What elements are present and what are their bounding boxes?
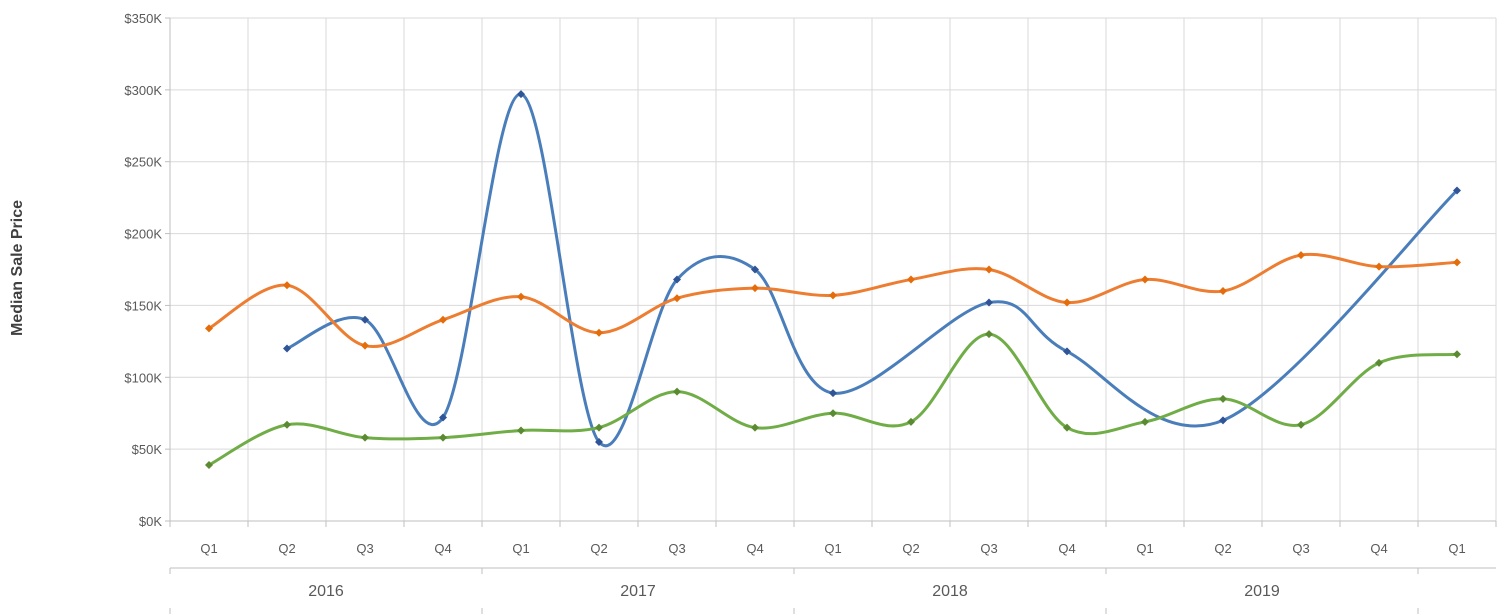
y-tick-label: $200K [124,227,162,242]
data-point-marker [439,315,447,324]
y-tick-label: $350K [124,11,162,26]
x-tick-label: Q4 [434,541,451,556]
x-tick-label: Q1 [512,541,529,556]
data-point-marker [1219,394,1227,403]
data-point-marker [205,324,213,333]
data-point-marker [1141,275,1149,284]
y-tick-label: $300K [124,83,162,98]
data-point-marker [517,90,525,99]
x-tick-label: Q4 [1058,541,1075,556]
y-tick-label: $150K [124,298,162,313]
data-point-marker [517,292,525,301]
y-tick-label: $50K [132,442,163,457]
data-point-marker [1453,186,1461,195]
data-point-marker [751,265,759,274]
year-label: 2019 [1244,583,1280,600]
y-axis-title: Median Sale Price [9,200,26,336]
data-point-marker [1141,417,1149,426]
x-tick-label: Q1 [824,541,841,556]
x-tick-label: Q3 [980,541,997,556]
data-point-marker [673,275,681,284]
data-point-marker [1219,287,1227,296]
data-point-marker [283,281,291,290]
data-point-marker [517,426,525,435]
y-tick-label: $100K [124,370,162,385]
data-point-marker [829,291,837,300]
data-point-marker [1063,423,1071,432]
data-point-marker [361,341,369,350]
y-tick-label: $0K [139,514,162,529]
x-tick-label: Q4 [1370,541,1387,556]
y-tick-label: $250K [124,155,162,170]
data-point-marker [361,433,369,442]
data-point-marker [1219,416,1227,425]
data-point-marker [595,437,603,446]
data-point-marker [985,265,993,274]
data-point-marker [439,433,447,442]
data-point-marker [985,330,993,339]
data-point-marker [751,423,759,432]
series-line-3 [207,332,1459,467]
gridlines [169,17,1497,521]
data-point-marker [1063,347,1071,356]
data-point-marker [1297,251,1305,260]
x-tick-label: Q2 [278,541,295,556]
year-label: 2016 [308,583,344,600]
data-point-marker [751,284,759,293]
x-tick-label: Q4 [746,541,763,556]
data-point-marker [283,420,291,429]
data-point-marker [1453,258,1461,267]
series-markers [205,90,1461,469]
axes [165,17,1497,614]
x-tick-label: Q1 [1136,541,1153,556]
data-point-marker [1063,298,1071,307]
data-point-marker [283,344,291,353]
data-point-marker [595,328,603,337]
data-point-marker [361,315,369,324]
data-point-marker [439,413,447,422]
data-point-marker [673,387,681,396]
year-label: 2017 [620,583,656,600]
data-point-marker [985,298,993,307]
data-point-marker [1375,262,1383,271]
series-line-2 [207,252,1459,349]
year-label: 2018 [932,583,968,600]
x-tick-label: Q3 [356,541,373,556]
x-tick-label: Q1 [1448,541,1465,556]
data-point-marker [205,460,213,469]
x-tick-label: Q2 [902,541,919,556]
data-point-marker [595,423,603,432]
series-line-1 [285,92,1459,448]
data-point-marker [1453,350,1461,359]
x-tick-label: Q3 [668,541,685,556]
data-point-marker [907,417,915,426]
x-tick-label: Q1 [200,541,217,556]
axis-labels: Median Sale Price $0K $50K $100K $150K $200K… [9,11,1466,600]
data-point-marker [907,275,915,284]
data-point-marker [673,294,681,303]
x-tick-label: Q3 [1292,541,1309,556]
x-tick-label: Q2 [1214,541,1231,556]
data-point-marker [829,389,837,398]
x-tick-label: Q2 [590,541,607,556]
data-point-marker [1375,358,1383,367]
data-point-marker [1297,420,1305,429]
data-point-marker [829,409,837,418]
